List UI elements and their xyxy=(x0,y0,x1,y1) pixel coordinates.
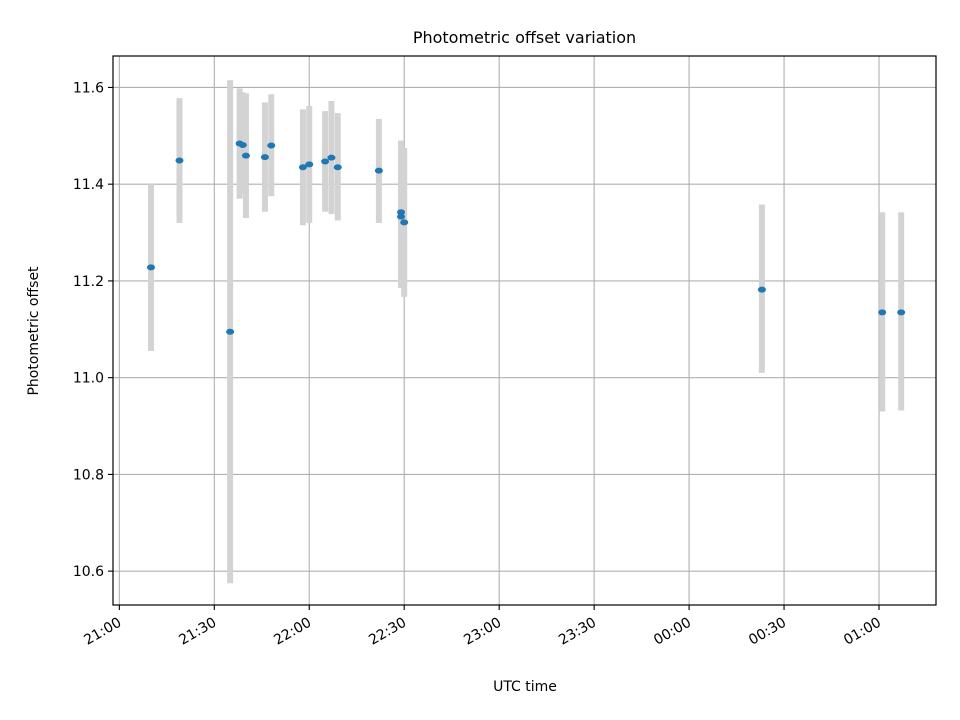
data-point xyxy=(897,309,906,316)
data-point xyxy=(241,152,250,159)
data-point xyxy=(757,286,766,293)
data-point xyxy=(146,264,155,271)
y-axis-label: Photometric offset xyxy=(26,266,42,396)
data-point xyxy=(267,142,276,149)
data-point xyxy=(400,219,409,226)
y-tick-label: 11.2 xyxy=(73,274,104,290)
y-tick-label: 11.4 xyxy=(73,177,104,193)
y-tick-label: 11.0 xyxy=(73,371,104,387)
data-point xyxy=(327,154,336,161)
data-point xyxy=(226,328,235,335)
data-point xyxy=(298,164,307,171)
data-point xyxy=(260,154,269,161)
data-point xyxy=(878,309,887,316)
x-axis-label: UTC time xyxy=(493,679,557,695)
data-point xyxy=(175,157,184,164)
data-point xyxy=(333,164,342,171)
data-point xyxy=(238,142,247,149)
plot-background xyxy=(113,56,936,605)
data-point xyxy=(321,158,330,165)
data-points xyxy=(146,140,906,335)
plot-frame xyxy=(112,55,937,606)
y-tick-label: 10.6 xyxy=(73,564,104,580)
data-point xyxy=(305,161,314,168)
y-axis-ticks: 10.6 10.8 11.0 11.2 11.4 11.6 xyxy=(73,80,113,580)
chart-title: Photometric offset variation xyxy=(413,28,636,47)
data-point xyxy=(374,167,383,174)
y-gridlines xyxy=(113,86,936,572)
data-point xyxy=(397,213,406,220)
y-tick-label: 10.8 xyxy=(73,467,104,483)
y-tick-label: 11.6 xyxy=(73,80,104,96)
data-point xyxy=(397,209,406,216)
